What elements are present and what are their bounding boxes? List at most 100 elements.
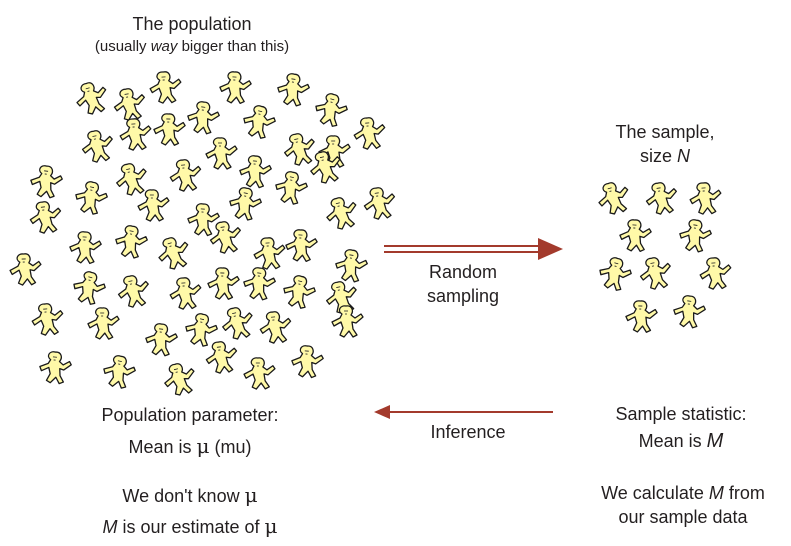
mu-symbol-3: μ bbox=[264, 514, 278, 538]
random-sampling-arrow bbox=[384, 238, 563, 260]
population-person-icon bbox=[71, 178, 111, 218]
sample-person-icon bbox=[671, 293, 708, 330]
population-subtitle-emph: way bbox=[150, 38, 178, 55]
population-person-icon bbox=[311, 90, 351, 130]
statistic-calc-symbol: M bbox=[708, 483, 724, 503]
sample-title: The sample, bbox=[585, 122, 745, 143]
statistic-mean: Mean is M bbox=[576, 430, 786, 453]
population-person-icon bbox=[28, 163, 65, 200]
population-person-icon bbox=[239, 102, 279, 142]
statistic-calc-after: from bbox=[723, 483, 765, 503]
statistic-calc-line2-text: our sample data bbox=[618, 507, 748, 527]
population-person-icon bbox=[237, 153, 274, 190]
population-person-icon bbox=[72, 78, 112, 118]
population-person-icon bbox=[289, 344, 325, 380]
population-person-icon bbox=[68, 230, 103, 265]
sample-person-icon bbox=[618, 218, 653, 253]
sample-person-icon bbox=[594, 178, 634, 218]
population-person-icon bbox=[185, 202, 221, 238]
population-person-icon bbox=[203, 339, 240, 376]
sample-person-icon bbox=[595, 254, 635, 294]
population-subtitle-after: bigger than this) bbox=[177, 38, 290, 55]
mu-symbol: μ bbox=[196, 434, 210, 458]
population-title: The population bbox=[92, 14, 292, 35]
sample-person-icon bbox=[676, 217, 714, 255]
sample-size-label: size N bbox=[585, 146, 745, 167]
population-person-icon bbox=[167, 157, 204, 194]
population-person-icon bbox=[115, 272, 153, 310]
sample-figures bbox=[594, 178, 733, 334]
population-person-icon bbox=[152, 112, 187, 147]
population-subtitle: (usually way bigger than this) bbox=[62, 38, 322, 55]
population-person-icon bbox=[257, 309, 294, 346]
population-person-icon bbox=[111, 85, 149, 123]
population-person-icon bbox=[87, 306, 120, 340]
sample-title-line1: The sample, bbox=[615, 122, 715, 142]
population-person-icon bbox=[112, 160, 151, 199]
inference-arrow bbox=[374, 405, 553, 419]
parameter-mean-after: (mu) bbox=[209, 437, 252, 457]
population-person-icon bbox=[279, 272, 319, 312]
parameter-heading: Population parameter: bbox=[70, 405, 310, 426]
population-person-icon bbox=[218, 304, 257, 343]
population-person-icon bbox=[112, 223, 150, 261]
random-sampling-line1: Random bbox=[428, 262, 498, 282]
statistic-calc: We calculate M from bbox=[576, 483, 790, 504]
population-person-icon bbox=[207, 218, 245, 256]
parameter-unknown: We don't know μ bbox=[70, 483, 310, 507]
population-person-icon bbox=[272, 168, 311, 207]
population-person-icon bbox=[148, 70, 183, 105]
statistic-mean-before: Mean is bbox=[638, 431, 707, 451]
population-person-icon bbox=[284, 228, 319, 263]
sample-person-icon bbox=[688, 181, 723, 216]
population-person-icon bbox=[361, 185, 398, 222]
statistic-heading: Sample statistic: bbox=[576, 404, 786, 425]
population-person-icon bbox=[226, 184, 265, 223]
population-person-icon bbox=[322, 193, 362, 233]
population-person-icon bbox=[252, 236, 287, 271]
random-sampling-label: Random sampling bbox=[403, 262, 523, 307]
random-sampling-line2: sampling bbox=[426, 286, 500, 306]
population-person-icon bbox=[143, 321, 180, 358]
population-person-icon bbox=[241, 265, 278, 302]
population-person-icon bbox=[352, 115, 388, 151]
sample-person-icon bbox=[624, 299, 659, 334]
estimate-symbol: M bbox=[102, 517, 118, 537]
population-person-icon bbox=[243, 356, 276, 390]
inference-text: Inference bbox=[430, 422, 506, 442]
population-person-icon bbox=[160, 359, 200, 399]
population-person-icon bbox=[137, 188, 170, 222]
sample-person-icon bbox=[637, 254, 675, 292]
population-person-icon bbox=[205, 137, 238, 170]
parameter-estimate: M is our estimate of μ bbox=[70, 514, 310, 538]
population-figures bbox=[8, 70, 398, 399]
population-subtitle-before: (usually bbox=[94, 38, 151, 55]
inference-label: Inference bbox=[408, 422, 528, 443]
population-person-icon bbox=[206, 266, 241, 301]
population-person-icon bbox=[118, 117, 153, 152]
population-person-icon bbox=[154, 233, 194, 273]
population-person-icon bbox=[218, 70, 253, 105]
population-person-icon bbox=[30, 301, 66, 337]
statistic-heading-text: Sample statistic: bbox=[615, 404, 747, 424]
parameter-heading-text: Population parameter: bbox=[101, 405, 279, 425]
population-person-icon bbox=[79, 127, 117, 165]
parameter-mean-before: Mean is bbox=[128, 437, 197, 457]
population-person-icon bbox=[332, 247, 370, 285]
population-person-icon bbox=[27, 199, 64, 236]
estimate-middle: is our estimate of bbox=[117, 517, 265, 537]
population-person-icon bbox=[185, 99, 222, 136]
population-person-icon bbox=[168, 276, 203, 311]
sample-size-symbol: N bbox=[677, 146, 690, 166]
population-title-text: The population bbox=[132, 14, 252, 34]
sample-person-icon bbox=[643, 179, 681, 217]
mu-symbol-2: μ bbox=[244, 483, 258, 507]
sample-person-icon bbox=[698, 256, 733, 291]
sample-size-before: size bbox=[639, 146, 677, 166]
parameter-unknown-before: We don't know bbox=[122, 486, 245, 506]
population-person-icon bbox=[69, 268, 109, 308]
population-person-icon bbox=[274, 71, 312, 109]
parameter-mean: Mean is μ (mu) bbox=[70, 434, 310, 458]
population-person-icon bbox=[8, 252, 43, 287]
